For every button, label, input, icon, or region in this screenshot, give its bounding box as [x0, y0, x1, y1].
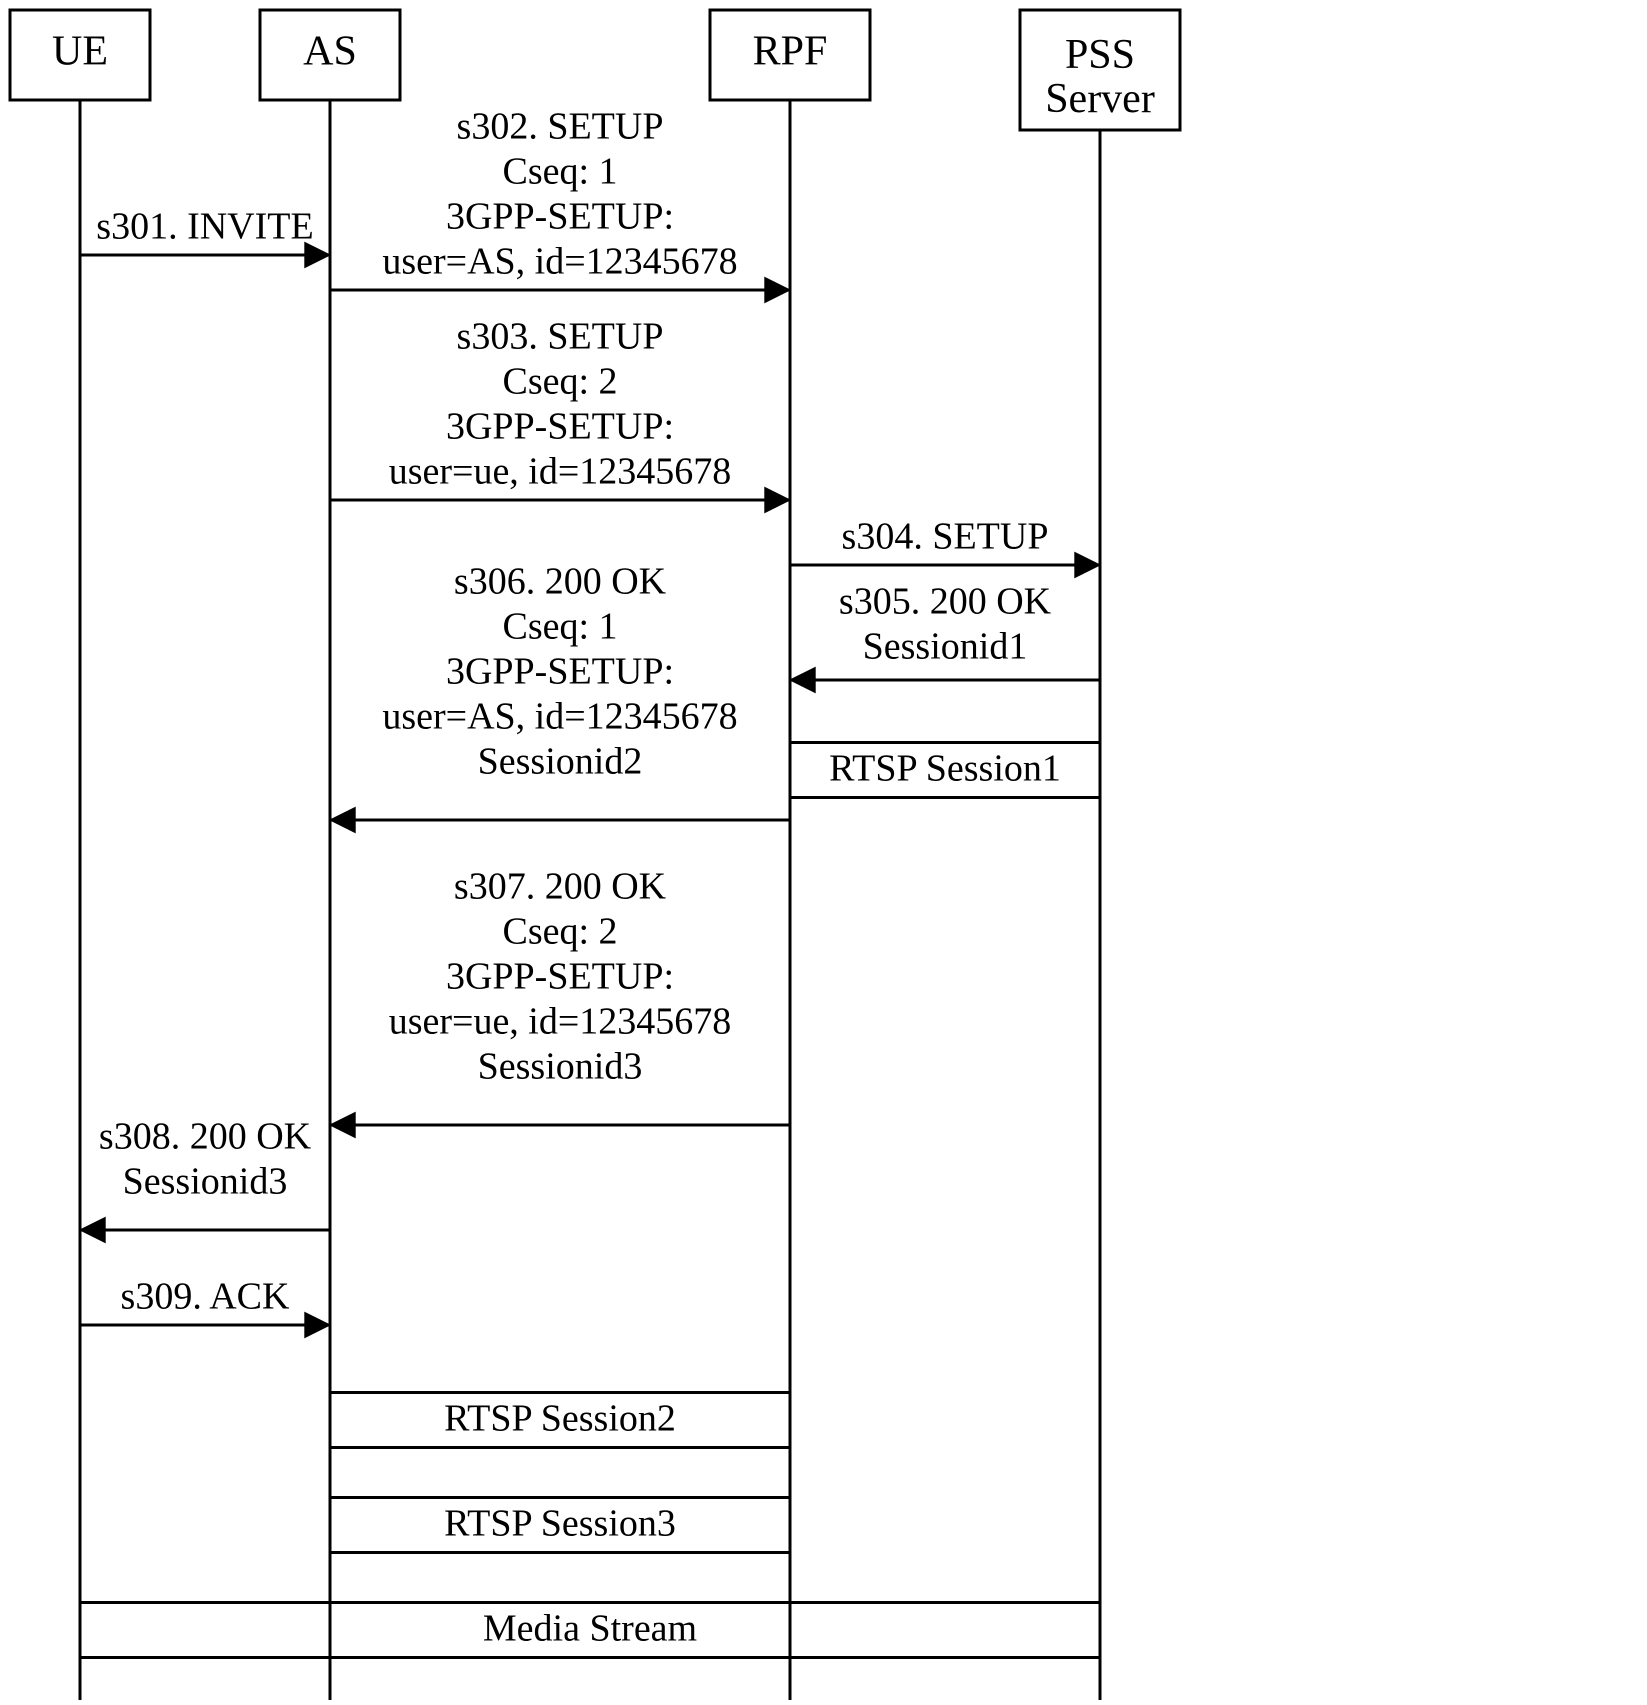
actor-label-ue: UE [52, 29, 108, 75]
msg-label-m301-0: s301. INVITE [96, 206, 313, 248]
msg-label-m303-1: Cseq: 2 [502, 361, 617, 403]
msg-label-m303-0: s303. SETUP [457, 316, 664, 358]
actor-label-as: AS [303, 29, 357, 75]
msg-label-m302-2: 3GPP-SETUP: [446, 196, 674, 238]
msg-label-m303-3: user=ue, id=12345678 [389, 451, 732, 493]
msg-label-m307-0: s307. 200 OK [454, 866, 667, 908]
msg-label-m305-0: s305. 200 OK [839, 581, 1052, 623]
session-label-rtsp1: RTSP Session1 [829, 748, 1061, 790]
msg-label-m307-3: user=ue, id=12345678 [389, 1001, 732, 1043]
msg-label-m309-0: s309. ACK [121, 1276, 290, 1318]
msg-label-m306-1: Cseq: 1 [502, 606, 617, 648]
msg-label-m308-0: s308. 200 OK [99, 1116, 312, 1158]
session-label-rtsp2: RTSP Session2 [444, 1398, 676, 1440]
msg-label-m302-1: Cseq: 1 [502, 151, 617, 193]
msg-label-m308-1: Sessionid3 [123, 1161, 288, 1203]
msg-label-m302-3: user=AS, id=12345678 [382, 241, 737, 283]
session-label-media: Media Stream [483, 1608, 697, 1650]
msg-label-m303-2: 3GPP-SETUP: [446, 406, 674, 448]
actor-label-pss: PSS [1065, 32, 1135, 78]
msg-label-m306-2: 3GPP-SETUP: [446, 651, 674, 693]
msg-label-m307-1: Cseq: 2 [502, 911, 617, 953]
msg-label-m304-0: s304. SETUP [842, 516, 1049, 558]
msg-label-m305-1: Sessionid1 [863, 626, 1028, 668]
msg-label-m307-2: 3GPP-SETUP: [446, 956, 674, 998]
msg-label-m302-0: s302. SETUP [457, 106, 664, 148]
msg-label-m306-3: user=AS, id=12345678 [382, 696, 737, 738]
actor-label-pss: Server [1045, 76, 1155, 122]
session-label-rtsp3: RTSP Session3 [444, 1503, 676, 1545]
msg-label-m306-0: s306. 200 OK [454, 561, 667, 603]
msg-label-m307-4: Sessionid3 [478, 1046, 643, 1088]
actor-label-rpf: RPF [753, 29, 828, 75]
msg-label-m306-4: Sessionid2 [478, 741, 643, 783]
